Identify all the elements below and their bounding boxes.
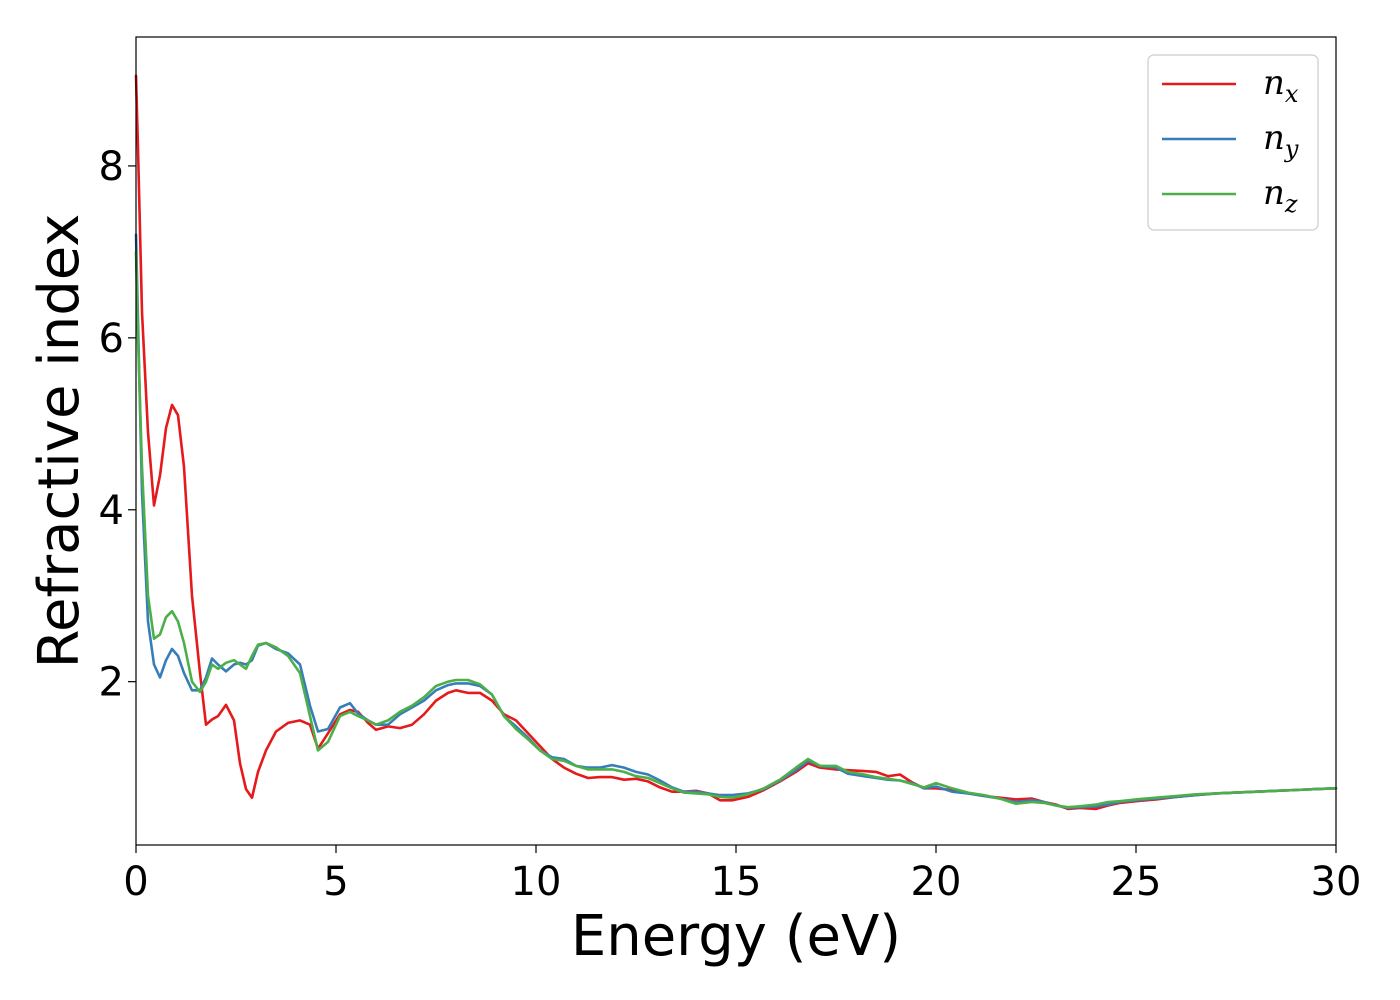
x-axis-ticks: 0 5 10 15 20 25 30	[123, 845, 1361, 905]
series-line-z	[134, 250, 1338, 809]
y-axis-ticks: 2 4 6 8	[99, 144, 136, 706]
y-tick-label: 4	[99, 488, 124, 534]
x-tick-label: 20	[911, 859, 962, 905]
x-tick-label: 15	[711, 859, 762, 905]
legend: nx ny nz	[1147, 54, 1319, 231]
y-axis-title: Refractive index	[27, 214, 92, 669]
legend-label-x: nx	[1263, 63, 1299, 108]
y-tick-label: 8	[99, 144, 124, 190]
legend-label-z: nz	[1263, 173, 1298, 218]
y-tick-label: 6	[99, 316, 124, 362]
legend-frame	[1147, 54, 1319, 231]
series-layer	[134, 74, 1338, 811]
x-tick-label: 25	[1111, 859, 1162, 905]
x-tick-label: 10	[511, 859, 562, 905]
legend-label-y: ny	[1263, 118, 1299, 163]
x-tick-label: 5	[323, 859, 348, 905]
x-axis-title: Energy (eV)	[571, 904, 901, 969]
x-tick-label: 30	[1311, 859, 1362, 905]
x-tick-label: 0	[123, 859, 148, 905]
y-tick-label: 2	[99, 660, 124, 706]
